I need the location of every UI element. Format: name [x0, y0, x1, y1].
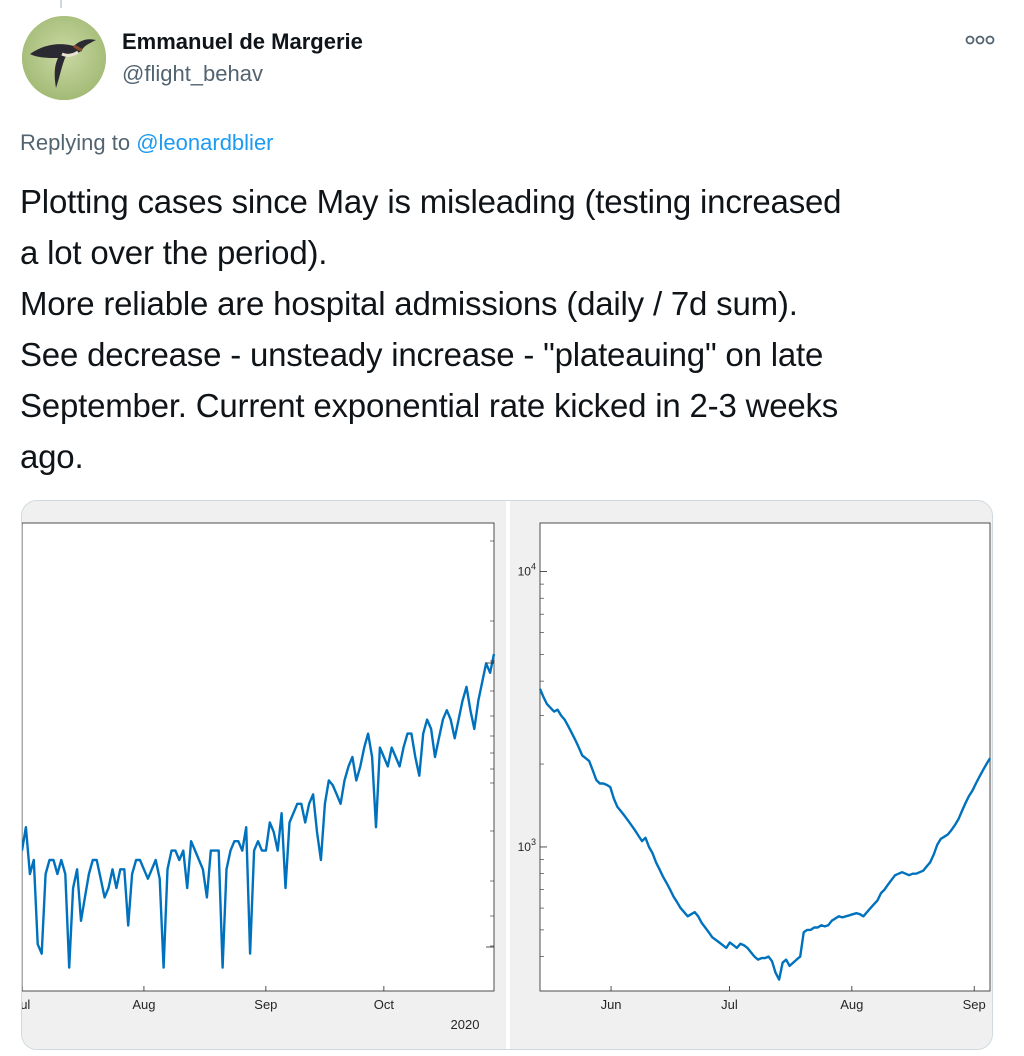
x-tick-label: Jul	[22, 997, 30, 1012]
replying-prefix: Replying to	[20, 130, 131, 155]
tweet-text-line: September. Current exponential rate kick…	[20, 387, 839, 424]
author-names: Emmanuel de Margerie @flight_behav	[122, 28, 363, 88]
tweet-text-line: See decrease - unsteady increase - "plat…	[20, 336, 824, 373]
hospital-admissions-log-chart: Jun Jul Aug Sep 103 104	[518, 522, 992, 1012]
plot-area	[22, 522, 495, 992]
x-tick-label: Sep	[254, 997, 277, 1012]
media-image-right[interactable]: Jun Jul Aug Sep 103 104	[510, 501, 992, 1049]
plot-area	[539, 522, 991, 992]
tweet-text: Plotting cases since May is misleading (…	[20, 176, 1010, 482]
y-tick-label: 103	[518, 837, 536, 854]
tweet-text-line: ago.	[20, 438, 84, 475]
x-tick-label: Aug	[132, 997, 155, 1012]
tweet-text-line: More reliable are hospital admissions (d…	[20, 285, 798, 322]
media-image-left[interactable]: Jul Aug Sep Oct 2020	[22, 501, 506, 1049]
reply-mention-link[interactable]: @leonardblier	[136, 130, 274, 155]
series-line	[22, 653, 496, 969]
x-tick-label: Sep	[963, 997, 986, 1012]
tweet-header: Emmanuel de Margerie @flight_behav	[22, 16, 1002, 106]
y-tick-label: 104	[518, 562, 536, 579]
author-handle[interactable]: @flight_behav	[122, 61, 263, 86]
avatar[interactable]	[22, 16, 106, 100]
replying-to-line: Replying to @leonardblier	[20, 128, 274, 158]
more-horizontal-icon[interactable]	[962, 32, 998, 48]
x-tick-label: Jun	[601, 997, 622, 1012]
series-line	[538, 688, 992, 981]
cases-line-chart: Jul Aug Sep Oct 2020	[22, 522, 496, 1032]
x-tick-label: Jul	[721, 997, 738, 1012]
tweet-text-line: a lot over the period).	[20, 234, 328, 271]
thread-connector-line	[60, 0, 62, 8]
display-name[interactable]: Emmanuel de Margerie	[122, 29, 363, 54]
tweet-media[interactable]: Jul Aug Sep Oct 2020 Jun Jul Aug Sep 103 104	[21, 500, 993, 1050]
x-tick-label: Aug	[840, 997, 863, 1012]
x-tick-label: Oct	[374, 997, 395, 1012]
swallow-bird-avatar-icon	[22, 16, 106, 100]
x-axis-label: 2020	[451, 1017, 480, 1032]
tweet-text-line: Plotting cases since May is misleading (…	[20, 183, 842, 220]
media-divider	[506, 501, 510, 1049]
